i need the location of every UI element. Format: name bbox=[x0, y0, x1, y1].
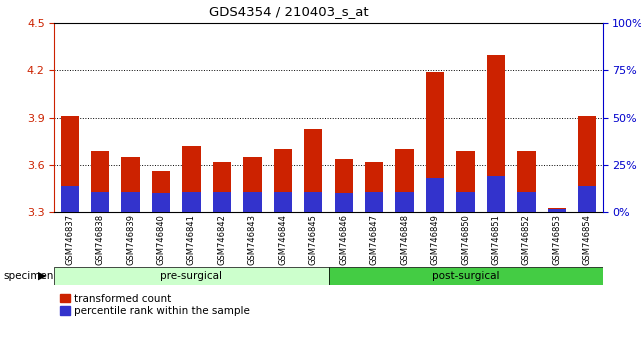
Bar bbox=[304, 192, 322, 212]
Text: GDS4354 / 210403_s_at: GDS4354 / 210403_s_at bbox=[208, 5, 369, 18]
Bar bbox=[91, 151, 109, 212]
Bar bbox=[182, 146, 201, 212]
Bar bbox=[395, 192, 413, 212]
Bar bbox=[426, 178, 444, 212]
Bar bbox=[213, 162, 231, 212]
Bar bbox=[395, 149, 413, 212]
Bar bbox=[61, 186, 79, 212]
Bar bbox=[304, 129, 322, 212]
Bar bbox=[335, 159, 353, 212]
Text: post-surgical: post-surgical bbox=[432, 271, 499, 281]
Bar bbox=[274, 192, 292, 212]
Bar bbox=[182, 192, 201, 212]
Bar bbox=[213, 192, 231, 212]
Bar bbox=[243, 192, 262, 212]
Bar bbox=[274, 149, 292, 212]
Bar bbox=[456, 192, 474, 212]
Bar bbox=[426, 72, 444, 212]
Bar bbox=[365, 192, 383, 212]
Legend: transformed count, percentile rank within the sample: transformed count, percentile rank withi… bbox=[60, 294, 250, 316]
Bar bbox=[335, 193, 353, 212]
Bar bbox=[122, 192, 140, 212]
Bar bbox=[152, 171, 171, 212]
Bar bbox=[517, 192, 535, 212]
Bar bbox=[456, 151, 474, 212]
Bar bbox=[61, 116, 79, 212]
Bar bbox=[243, 157, 262, 212]
Bar bbox=[365, 162, 383, 212]
Bar bbox=[487, 55, 505, 212]
Text: pre-surgical: pre-surgical bbox=[160, 271, 222, 281]
Text: ▶: ▶ bbox=[38, 271, 47, 281]
Bar bbox=[578, 116, 596, 212]
Bar bbox=[91, 192, 109, 212]
Bar bbox=[547, 209, 566, 212]
Bar bbox=[517, 151, 535, 212]
Bar bbox=[328, 267, 603, 285]
Bar bbox=[122, 157, 140, 212]
Bar bbox=[547, 208, 566, 212]
Bar bbox=[578, 186, 596, 212]
Bar bbox=[152, 193, 171, 212]
Bar bbox=[487, 176, 505, 212]
Text: specimen: specimen bbox=[3, 271, 54, 281]
Bar bbox=[54, 267, 328, 285]
